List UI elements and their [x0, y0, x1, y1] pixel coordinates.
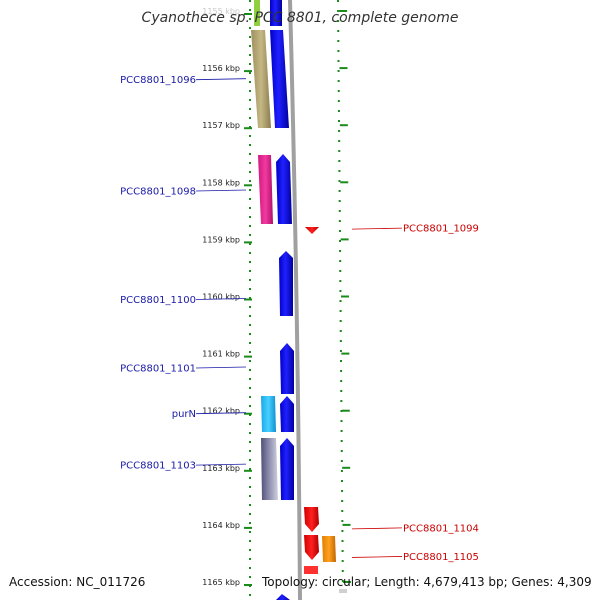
kbp-tick-layer: 1155 kbp 1156 kbp 1157 kbp 1158 kbp 1159 kbp…: [202, 7, 351, 587]
kbp-tick-label: 1163 kbp: [202, 464, 240, 473]
gene-label-leader: [195, 298, 247, 300]
gene-label-leader: [195, 463, 247, 466]
gene-arrow-blue-1100: [279, 251, 293, 316]
right-tick-track: [337, 0, 344, 600]
bottom-red-feature: [304, 566, 318, 574]
top-green-feature: [254, 0, 260, 26]
accession-text: Accession: NC_011726: [9, 575, 146, 589]
gene-arrow-blue-purN: [280, 396, 294, 432]
bottom-gray-feature: [339, 589, 347, 593]
kbp-tick-label: 1165 kbp: [202, 578, 240, 587]
gene-arrow-blue-1103: [280, 438, 294, 500]
gene-block-orange-1105: [322, 536, 336, 562]
gene-label-leader: [351, 556, 403, 558]
gene-label[interactable]: purN: [172, 409, 196, 420]
gene-block-grayblue-1103: [261, 438, 278, 500]
gene-label-leader: [351, 227, 403, 230]
gene-arrow-blue-1098: [276, 154, 292, 224]
bottom-blue-feature: [276, 594, 290, 600]
kbp-tick-label: 1161 kbp: [202, 350, 240, 359]
kbp-tick-label: 1156 kbp: [202, 64, 240, 73]
kbp-tick-label: 1162 kbp: [202, 407, 240, 416]
top-blue-feature: [270, 0, 282, 26]
gene-arrow-blue-1101: [280, 343, 294, 394]
gene-block-olive-1096: [251, 30, 271, 128]
kbp-tick-label: 1160 kbp: [202, 293, 240, 302]
gene-label-layer: PCC8801_1096 PCC8801_1098 PCC8801_1100 PCC8…: [120, 75, 479, 563]
gene-label-leader: [195, 78, 247, 81]
gene-label[interactable]: PCC8801_1100: [120, 295, 196, 306]
gene-label-leader: [195, 412, 247, 415]
gene-block-pink-1098: [258, 155, 273, 224]
gene-label[interactable]: PCC8801_1105: [403, 552, 479, 563]
gene-arrow-red-1099: [305, 227, 319, 234]
gene-label[interactable]: PCC8801_1099: [403, 224, 479, 235]
topology-summary: Topology: circular; Length: 4,679,413 bp…: [262, 575, 592, 589]
gene-label[interactable]: PCC8801_1098: [120, 187, 196, 198]
gene-label-leader: [195, 189, 247, 192]
kbp-tick-label: 1157 kbp: [202, 121, 240, 130]
gene-arrow-cyan-purN: [261, 396, 276, 432]
gene-arrow-red-1105: [304, 535, 319, 560]
kbp-tick-label: 1155 kbp: [202, 7, 240, 16]
kbp-tick-label: 1164 kbp: [202, 521, 240, 530]
kbp-tick-label: 1159 kbp: [202, 235, 240, 244]
gene-label[interactable]: PCC8801_1103: [120, 461, 196, 472]
gene-label-leader: [351, 527, 403, 530]
kbp-tick-label: 1158 kbp: [202, 178, 240, 187]
gene-label[interactable]: PCC8801_1104: [403, 523, 479, 534]
gene-label[interactable]: PCC8801_1096: [120, 75, 196, 86]
gene-label-leader: [195, 366, 247, 369]
map-title: Cyanothece sp. PCC 8801, complete genome: [141, 10, 459, 26]
gene-block-blue-1096: [270, 30, 289, 128]
genome-backbone: [288, 0, 302, 600]
gene-label[interactable]: PCC8801_1101: [120, 364, 196, 375]
gene-arrow-red-1104: [304, 507, 319, 532]
